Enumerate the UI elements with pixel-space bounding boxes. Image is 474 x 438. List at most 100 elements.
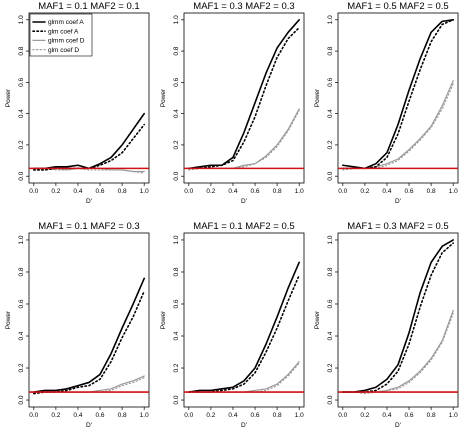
y-tick-label: 0.0	[327, 395, 334, 404]
x-tick-label: 0.2	[360, 188, 369, 195]
x-tick-label: 0.8	[427, 188, 436, 195]
x-tick-label: 0.2	[206, 412, 215, 419]
y-tick-label: 0.0	[173, 395, 180, 404]
series-line-glmm-coef-A	[188, 261, 301, 393]
y-tick-label: 0.2	[327, 140, 334, 149]
y-axis-label: Power	[5, 310, 12, 329]
y-tick-label: 0.8	[327, 46, 334, 55]
x-tick-label: 0.8	[273, 412, 282, 419]
series-line-glm-coef-D	[33, 167, 145, 174]
x-axis-label: D'	[86, 422, 92, 429]
panel-title: MAF1 = 0.3 MAF2 = 0.3	[193, 1, 294, 12]
y-tick-label: 0.2	[173, 140, 180, 149]
x-tick-label: 0.6	[405, 188, 414, 195]
series-line-glm-coef-A	[32, 290, 145, 395]
x-tick-label: 1.0	[140, 412, 149, 419]
y-axis-label: Power	[160, 88, 167, 107]
plot-frame	[337, 232, 459, 408]
plot-frame	[28, 12, 150, 184]
y-tick-label: 0.6	[173, 77, 180, 86]
series-line-glmm-coef-D	[342, 309, 454, 393]
panel-4: MAF1 = 0.1 MAF2 = 0.3 0.0 0.2 0.4 0.6 0.8 1.0 0…	[5, 221, 150, 429]
panel-title: MAF1 = 0.3 MAF2 = 0.5	[347, 221, 448, 232]
x-axis-label: D'	[86, 198, 92, 205]
legend-entry: glmm coef D	[48, 38, 85, 45]
y-tick-label: 0.4	[327, 331, 334, 340]
x-tick-label: 0.2	[51, 412, 60, 419]
y-tick-label: 0.4	[173, 331, 180, 340]
panel-3: MAF1 = 0.5 MAF2 = 0.5 0.0 0.2 0.4 0.6 0.8 1.0 0…	[314, 1, 459, 205]
x-tick-label: 0.0	[338, 188, 347, 195]
series-line-glmm-coef-A	[32, 112, 145, 170]
panel-1: MAF1 = 0.1 MAF2 = 0.1 0.0 0.2 0.4 0.6 0.8 1.0 0…	[5, 1, 150, 205]
x-tick-label: 0.0	[29, 412, 38, 419]
x-tick-label: 1.0	[295, 188, 304, 195]
y-tick-label: 0.4	[327, 109, 334, 118]
x-tick-label: 0.6	[251, 188, 260, 195]
panel-title: MAF1 = 0.5 MAF2 = 0.5	[347, 1, 448, 12]
y-tick-label: 0.8	[18, 267, 25, 276]
x-tick-label: 0.8	[118, 412, 127, 419]
y-tick-label: 0.6	[327, 299, 334, 308]
y-tick-label: 0.6	[173, 299, 180, 308]
x-tick-label: 0.0	[338, 412, 347, 419]
y-tick-label: 1.0	[327, 15, 334, 24]
y-tick-label: 1.0	[18, 15, 25, 24]
series-line-glm-coef-A	[32, 123, 145, 171]
plot-frame	[28, 232, 150, 408]
series-line-glmm-coef-D	[33, 375, 145, 393]
x-tick-label: 0.6	[96, 188, 105, 195]
x-tick-label: 0.0	[184, 188, 193, 195]
y-axis-label: Power	[314, 88, 321, 107]
panel-title: MAF1 = 0.1 MAF2 = 0.5	[193, 221, 294, 232]
panel-5: MAF1 = 0.1 MAF2 = 0.5 0.0 0.2 0.4 0.6 0.8 1.0 0…	[160, 221, 305, 429]
y-tick-label: 0.0	[18, 171, 25, 180]
legend-entry: glmm coef A	[48, 19, 84, 26]
x-tick-label: 0.4	[73, 188, 82, 195]
x-axis-label: D'	[241, 198, 247, 205]
panel-6: MAF1 = 0.3 MAF2 = 0.5 0.0 0.2 0.4 0.6 0.8 1.0 0…	[314, 221, 459, 429]
y-tick-label: 1.0	[327, 235, 334, 244]
legend-entry: glm coef A	[48, 28, 79, 35]
x-tick-label: 0.2	[360, 412, 369, 419]
y-tick-label: 0.8	[173, 46, 180, 55]
panel-title: MAF1 = 0.1 MAF2 = 0.3	[38, 221, 139, 232]
y-tick-label: 1.0	[18, 235, 25, 244]
series-line-glmm-coef-A	[341, 18, 455, 170]
x-tick-label: 1.0	[295, 412, 304, 419]
y-tick-label: 1.0	[173, 15, 180, 24]
y-tick-label: 0.0	[173, 171, 180, 180]
x-tick-label: 0.2	[206, 188, 215, 195]
plot-frame	[183, 232, 305, 408]
x-tick-label: 1.0	[140, 188, 149, 195]
plot-frame	[183, 12, 305, 184]
series-line-glm-coef-A	[188, 26, 301, 170]
x-tick-label: 0.2	[51, 188, 60, 195]
legend-entry: glm coef D	[48, 47, 79, 54]
x-tick-label: 0.0	[184, 412, 193, 419]
x-tick-label: 0.8	[273, 188, 282, 195]
y-tick-label: 0.8	[327, 267, 334, 276]
y-tick-label: 0.4	[18, 331, 25, 340]
y-tick-label: 0.0	[327, 171, 334, 180]
y-tick-label: 0.6	[18, 77, 25, 86]
y-tick-label: 0.0	[18, 395, 25, 404]
y-axis-label: Power	[160, 310, 167, 329]
series-line-glm-coef-D	[342, 83, 454, 171]
x-axis-label: D'	[241, 422, 247, 429]
y-axis-label: Power	[5, 88, 12, 107]
x-tick-label: 1.0	[449, 412, 458, 419]
x-tick-label: 0.8	[118, 188, 127, 195]
series-line-glmm-coef-A	[188, 18, 301, 170]
x-tick-label: 0.4	[382, 412, 391, 419]
x-tick-label: 0.4	[228, 412, 237, 419]
panel-title: MAF1 = 0.1 MAF2 = 0.1	[38, 1, 139, 12]
x-tick-label: 0.4	[73, 412, 82, 419]
x-tick-label: 0.6	[96, 412, 105, 419]
plot-frame	[337, 12, 459, 184]
x-tick-label: 0.4	[228, 188, 237, 195]
x-tick-label: 0.6	[405, 412, 414, 419]
y-tick-label: 1.0	[173, 235, 180, 244]
series-line-glm-coef-A	[341, 242, 455, 393]
